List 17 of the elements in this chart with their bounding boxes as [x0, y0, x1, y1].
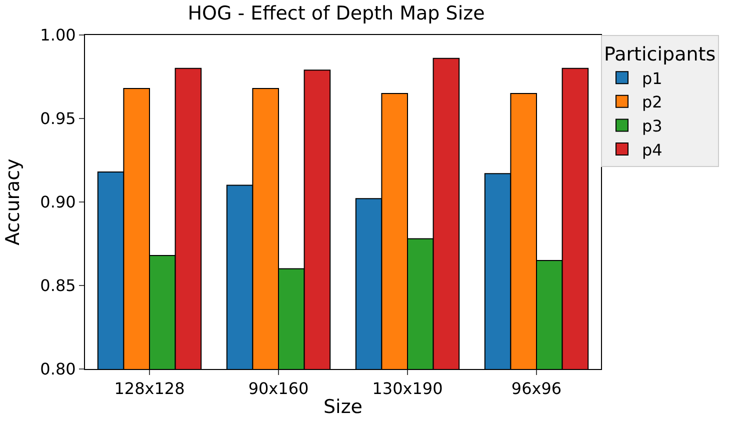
y-tick-label: 0.80	[40, 360, 76, 379]
x-tick-label: 128x128	[114, 379, 185, 398]
legend-label: p2	[642, 92, 662, 112]
x-tick-label: 130x190	[372, 379, 443, 398]
legend-label: p1	[642, 68, 662, 88]
x-tick-label: 96x96	[511, 379, 562, 398]
x-axis-title: Size	[323, 396, 363, 418]
y-tick-label: 0.85	[40, 276, 76, 296]
y-tick-label: 0.90	[40, 192, 76, 212]
legend-label: p4	[642, 140, 662, 160]
legend-label: p3	[642, 116, 662, 136]
y-axis-title: Accuracy	[2, 158, 24, 246]
x-tick-label: 90x160	[248, 379, 309, 398]
legend-title: Participants	[604, 44, 716, 66]
chart-title: HOG - Effect of Depth Map Size	[188, 2, 485, 25]
y-tick-label: 1.00	[40, 26, 76, 45]
y-tick-label: 0.95	[40, 109, 76, 128]
